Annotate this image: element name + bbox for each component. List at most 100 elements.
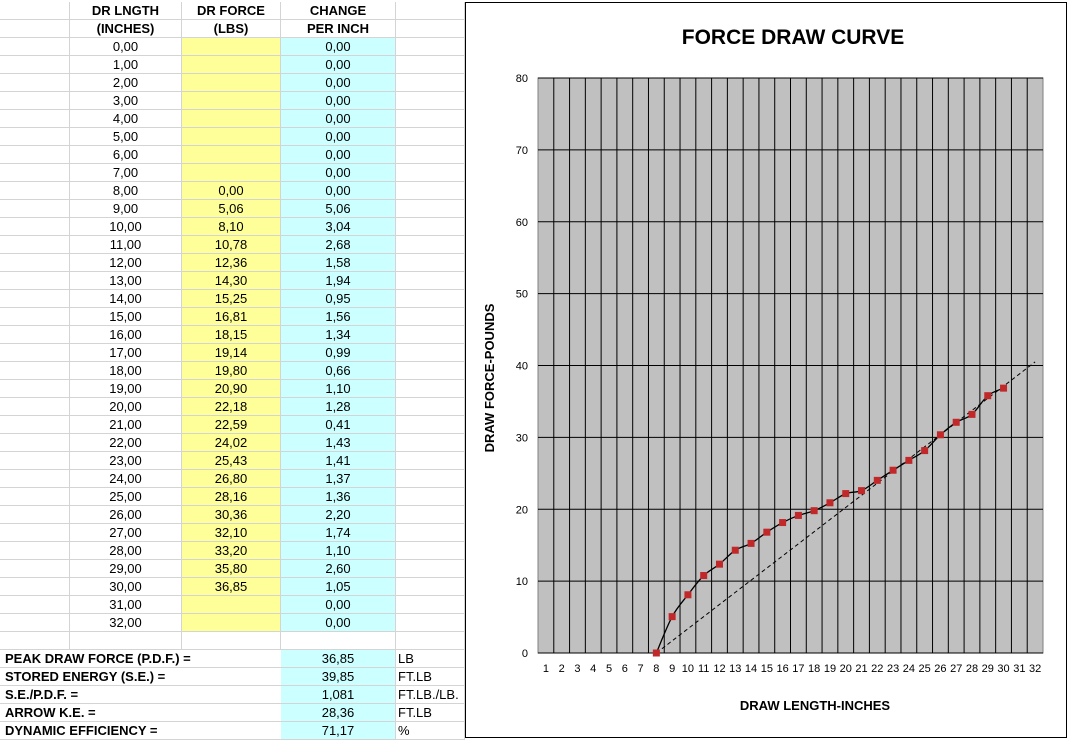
- data-cell: 30,00: [70, 578, 182, 596]
- data-cell: 11,00: [70, 236, 182, 254]
- x-tick-label: 21: [855, 663, 867, 675]
- x-tick-label: 15: [761, 663, 773, 675]
- x-tick-label: 17: [792, 663, 804, 675]
- data-cell: 1,28: [281, 398, 396, 416]
- cell: [396, 128, 465, 146]
- data-cell: [182, 110, 281, 128]
- data-cell: 1,74: [281, 524, 396, 542]
- data-cell: 5,00: [70, 128, 182, 146]
- x-tick-label: 9: [669, 663, 675, 675]
- x-tick-label: 19: [824, 663, 836, 675]
- cell: [0, 560, 70, 578]
- cell: [396, 488, 465, 506]
- data-cell: 8,10: [182, 218, 281, 236]
- data-cell: 19,80: [182, 362, 281, 380]
- data-cell: 10,00: [70, 218, 182, 236]
- data-cell: 19,00: [70, 380, 182, 398]
- spreadsheet: DR LNGTH DR FORCE CHANGE (INCHES) (LBS) PER I…: [0, 0, 465, 741]
- data-cell: 1,41: [281, 452, 396, 470]
- data-cell: 12,36: [182, 254, 281, 272]
- data-cell: 0,00: [281, 38, 396, 56]
- data-cell: 0,00: [281, 164, 396, 182]
- marker: [873, 476, 881, 484]
- data-cell: [182, 146, 281, 164]
- x-tick-label: 18: [808, 663, 820, 675]
- data-cell: 31,00: [70, 596, 182, 614]
- data-cell: 22,00: [70, 434, 182, 452]
- cell: [396, 182, 465, 200]
- x-tick-label: 4: [590, 663, 596, 675]
- data-cell: 35,80: [182, 560, 281, 578]
- cell: [396, 74, 465, 92]
- y-tick-label: 20: [516, 504, 528, 516]
- marker: [889, 466, 897, 474]
- data-cell: 0,00: [281, 92, 396, 110]
- data-cell: 17,00: [70, 344, 182, 362]
- cell: [396, 92, 465, 110]
- cell: [396, 164, 465, 182]
- cell: [0, 74, 70, 92]
- cell: [396, 434, 465, 452]
- cell: [0, 200, 70, 218]
- cell: [0, 110, 70, 128]
- x-axis-label: DRAW LENGTH-INCHES: [740, 698, 891, 713]
- data-cell: 0,00: [281, 146, 396, 164]
- cell: [396, 218, 465, 236]
- cell: [0, 542, 70, 560]
- y-tick-label: 10: [516, 576, 528, 588]
- data-cell: 12,00: [70, 254, 182, 272]
- data-cell: [182, 56, 281, 74]
- marker: [779, 519, 787, 527]
- marker: [858, 487, 866, 495]
- cell: [0, 452, 70, 470]
- cell: [396, 398, 465, 416]
- cell: [0, 56, 70, 74]
- data-cell: 0,00: [281, 74, 396, 92]
- data-cell: [182, 74, 281, 92]
- cell: [0, 2, 70, 20]
- marker: [652, 649, 660, 657]
- data-cell: 6,00: [70, 146, 182, 164]
- summary-value: 28,36: [281, 704, 396, 722]
- data-cell: 25,43: [182, 452, 281, 470]
- data-cell: [182, 128, 281, 146]
- cell: [396, 560, 465, 578]
- data-cell: 1,34: [281, 326, 396, 344]
- cell: [396, 416, 465, 434]
- cell: [396, 542, 465, 560]
- cell: [0, 380, 70, 398]
- data-cell: 22,59: [182, 416, 281, 434]
- cell: [0, 632, 70, 650]
- data-cell: 1,94: [281, 272, 396, 290]
- marker: [936, 431, 944, 439]
- x-tick-label: 28: [966, 663, 978, 675]
- summary-value: 39,85: [281, 668, 396, 686]
- summary-value: 1,081: [281, 686, 396, 704]
- cell: [396, 470, 465, 488]
- marker: [747, 539, 755, 547]
- cell: [0, 290, 70, 308]
- cell: [396, 38, 465, 56]
- data-cell: 23,00: [70, 452, 182, 470]
- marker: [1000, 384, 1008, 392]
- cell: [396, 290, 465, 308]
- x-tick-label: 27: [950, 663, 962, 675]
- data-cell: 15,00: [70, 308, 182, 326]
- data-cell: 9,00: [70, 200, 182, 218]
- data-cell: 28,16: [182, 488, 281, 506]
- marker: [984, 392, 992, 400]
- y-tick-label: 0: [522, 648, 528, 660]
- data-cell: 20,00: [70, 398, 182, 416]
- data-cell: 2,60: [281, 560, 396, 578]
- marker: [826, 499, 834, 507]
- summary-label: DYNAMIC EFFICIENCY =: [0, 722, 281, 740]
- x-tick-label: 16: [776, 663, 788, 675]
- data-cell: 0,00: [281, 182, 396, 200]
- marker: [794, 511, 802, 519]
- data-cell: 2,00: [70, 74, 182, 92]
- data-cell: 0,00: [281, 128, 396, 146]
- cell: [396, 236, 465, 254]
- data-cell: 30,36: [182, 506, 281, 524]
- cell: [396, 110, 465, 128]
